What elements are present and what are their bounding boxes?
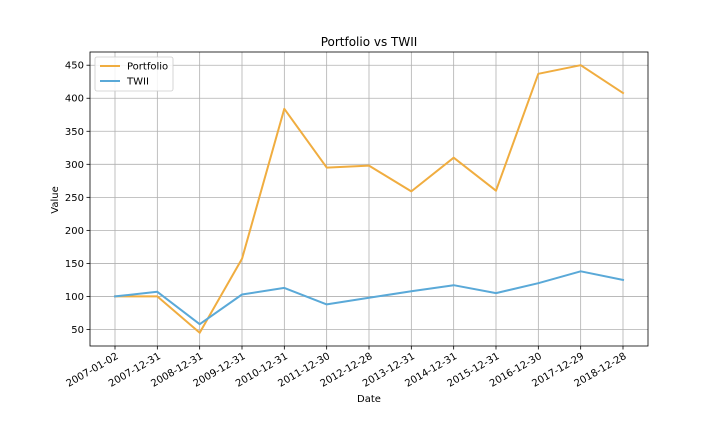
y-tick-label: 250 bbox=[65, 193, 84, 204]
y-tick-label: 200 bbox=[65, 226, 84, 237]
series-line-portfolio bbox=[114, 64, 625, 334]
y-tick-label: 350 bbox=[65, 127, 84, 138]
series-line-twii bbox=[113, 270, 625, 326]
y-tick-label: 300 bbox=[65, 160, 84, 171]
grid bbox=[90, 52, 648, 346]
chart-title: Portfolio vs TWII bbox=[321, 35, 418, 49]
legend-label-portfolio: Portfolio bbox=[127, 62, 168, 73]
y-axis-label: Value bbox=[50, 186, 61, 213]
legend: Portfolio TWII bbox=[94, 56, 174, 92]
y-tick-label: 100 bbox=[65, 292, 84, 303]
y-tick-label: 450 bbox=[65, 61, 84, 72]
x-axis-label: Date bbox=[357, 394, 381, 405]
y-tick-label: 400 bbox=[65, 94, 84, 105]
y-tick-label: 150 bbox=[65, 259, 84, 270]
series-layer bbox=[113, 64, 625, 334]
legend-label-twii: TWII bbox=[126, 77, 149, 88]
y-tick-label: 50 bbox=[71, 325, 84, 336]
